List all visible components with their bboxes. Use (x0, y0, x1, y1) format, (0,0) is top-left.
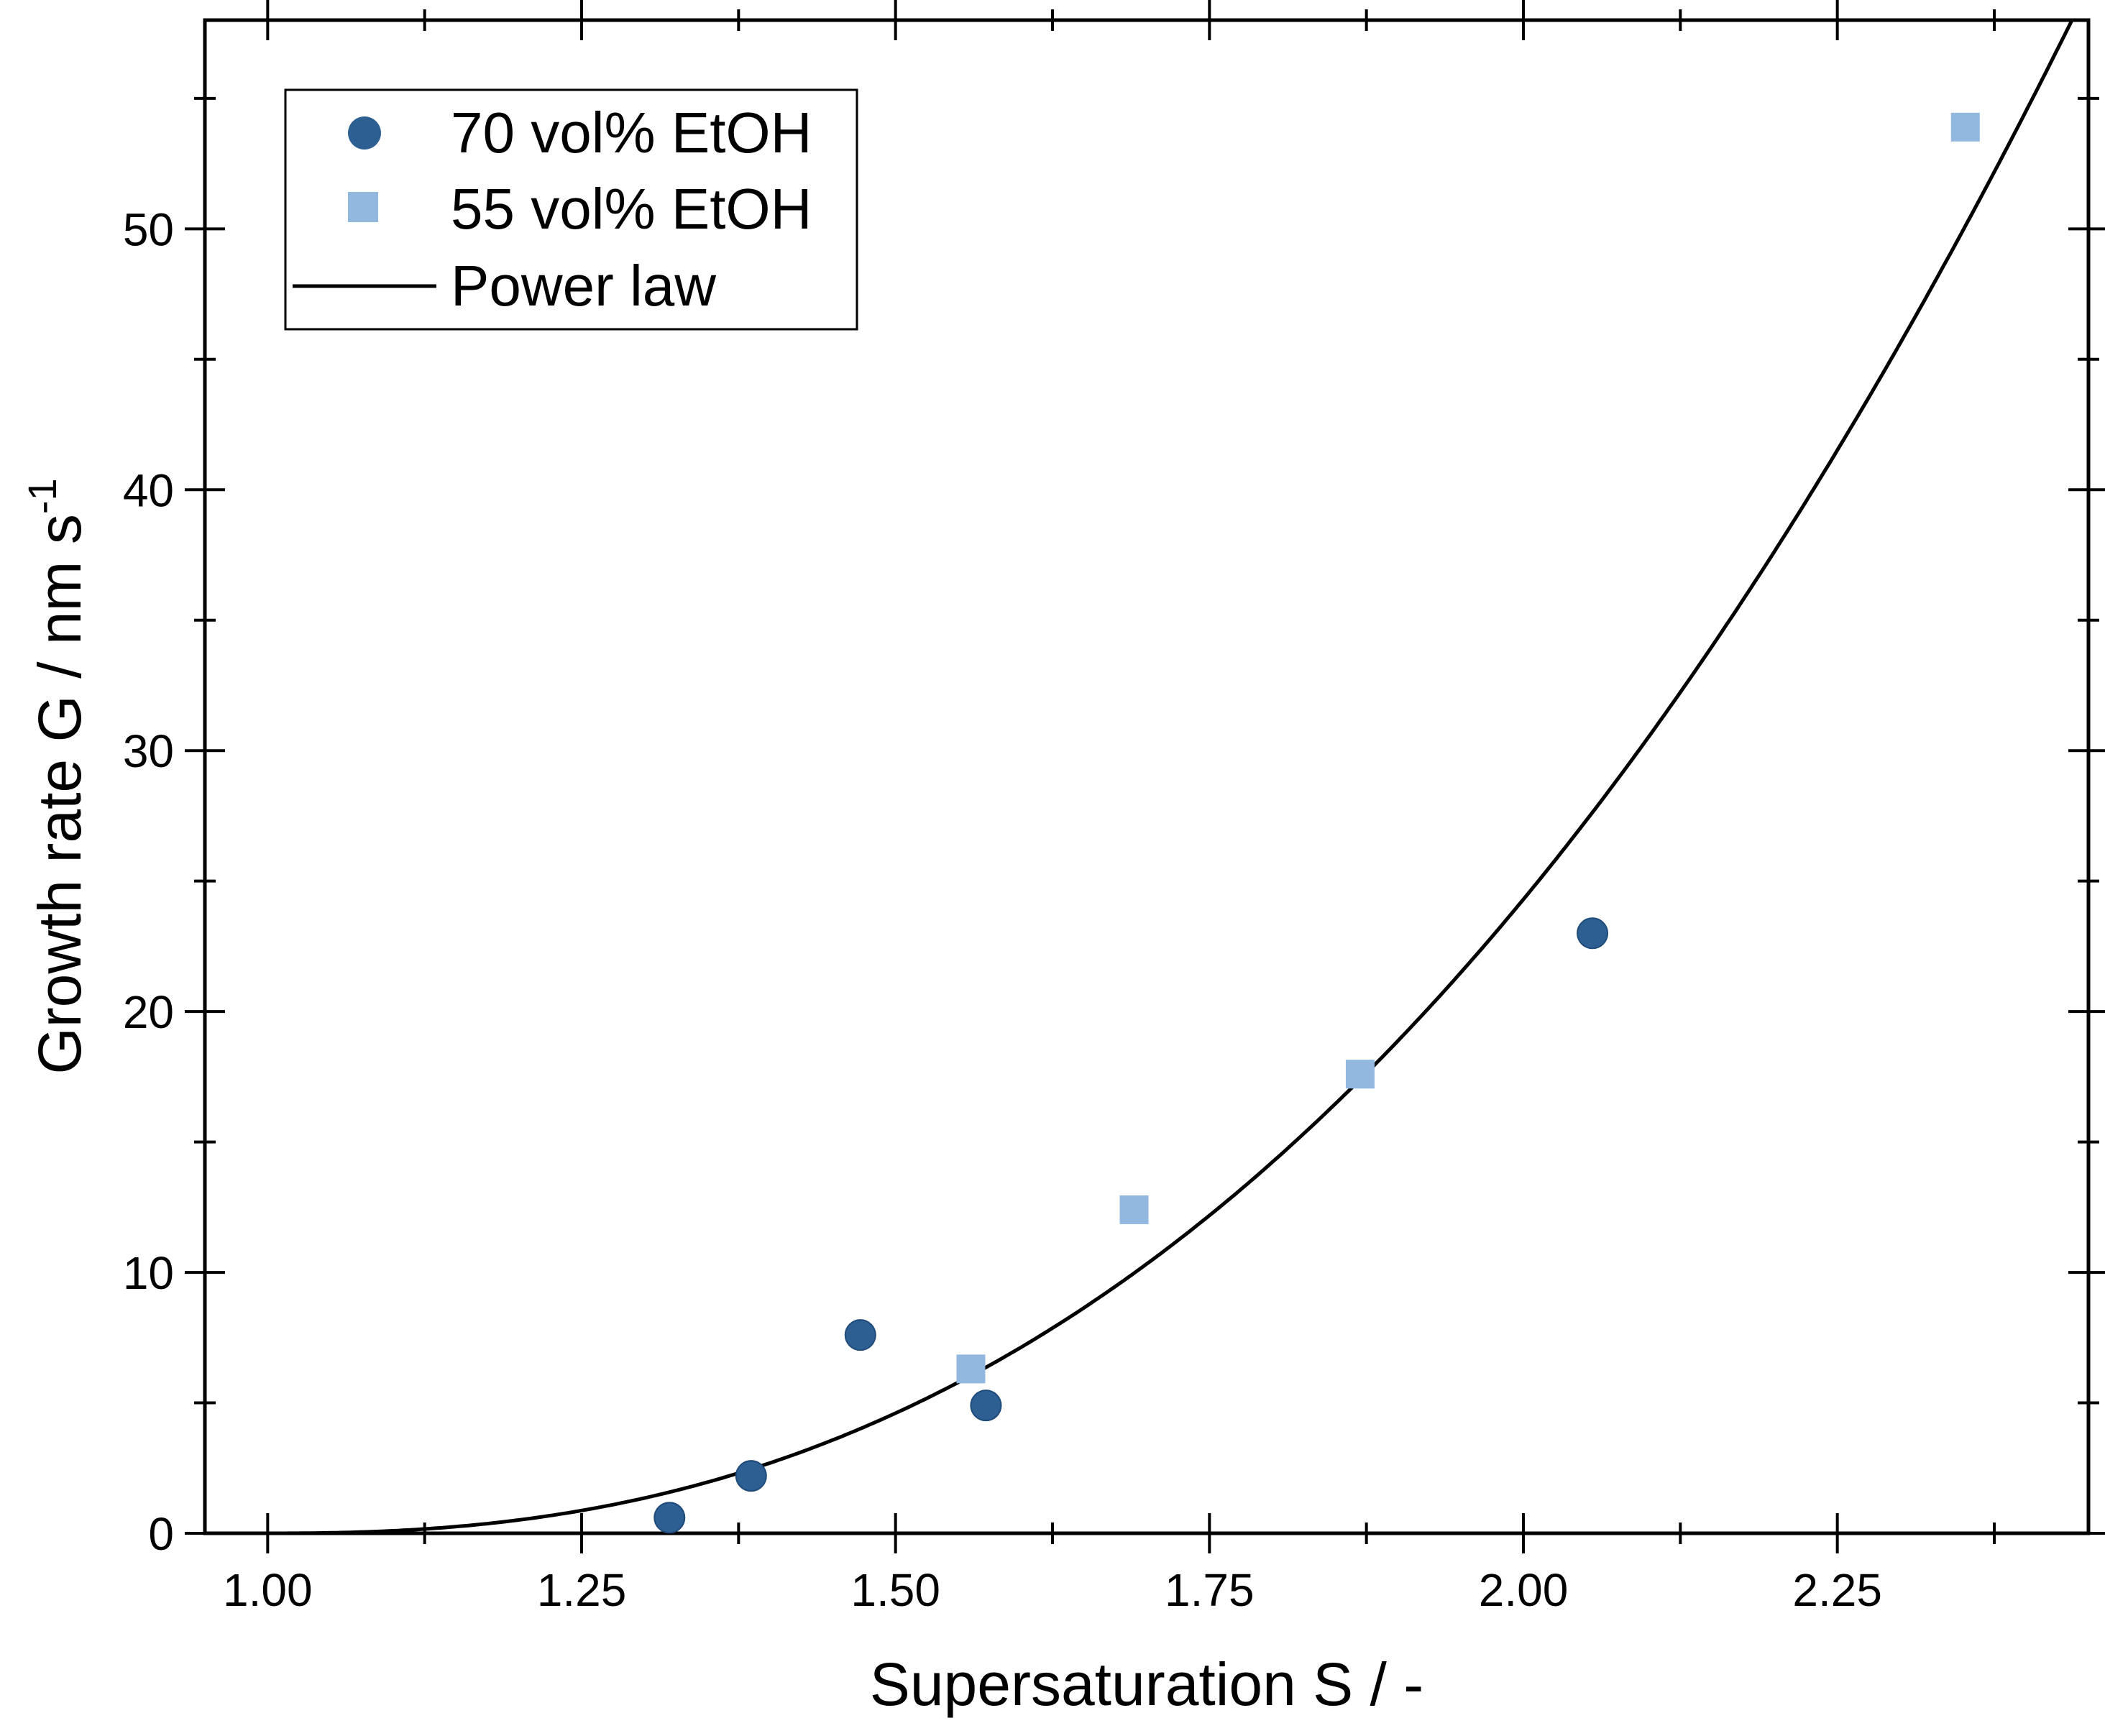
point-70-vol-etoh (844, 1319, 876, 1351)
y-axis-title-main: Growth rate G / nm s (26, 514, 93, 1075)
legend-label-power-law: Power law (451, 254, 716, 318)
y-tick-label: 30 (123, 725, 174, 777)
legend-marker-70-vol-etoh (348, 116, 381, 150)
x-tick-label: 1.00 (223, 1564, 313, 1616)
point-70-vol-etoh (653, 1502, 686, 1534)
x-tick-labels: 1.00 1.25 1.50 1.75 2.00 2.25 (223, 1564, 1882, 1616)
data-points (653, 112, 1980, 1534)
x-axis-title: Supersaturation S / - (870, 1650, 1423, 1718)
point-70-vol-etoh (970, 1390, 1002, 1422)
point-55-vol-etoh (1950, 112, 1980, 142)
legend-label-70-vol-etoh: 70 vol% EtOH (451, 101, 812, 165)
point-55-vol-etoh (956, 1354, 986, 1384)
x-tick-label: 1.25 (537, 1564, 627, 1616)
y-tick-label: 50 (123, 203, 174, 255)
x-tick-label: 2.00 (1479, 1564, 1569, 1616)
legend: 70 vol% EtOH 55 vol% EtOH Power law (284, 88, 858, 331)
y-tick-labels: 0 10 20 30 40 50 (123, 203, 174, 1560)
axis-ticks (185, 0, 2105, 1553)
point-70-vol-etoh (1577, 917, 1609, 950)
y-tick-label: 20 (123, 986, 174, 1038)
y-tick-label: 40 (123, 464, 174, 516)
legend-marker-55-vol-etoh (348, 192, 378, 222)
x-tick-label: 2.25 (1792, 1564, 1882, 1616)
y-tick-label: 10 (123, 1247, 174, 1299)
y-axis-title: Growth rate G / nm s-1 (19, 478, 93, 1074)
plot-frame (203, 18, 2091, 1535)
point-70-vol-etoh (735, 1460, 767, 1492)
point-55-vol-etoh (1119, 1195, 1149, 1224)
power-law-fit-line (205, 20, 2074, 1533)
x-tick-label: 1.50 (850, 1564, 940, 1616)
y-axis-title-superscript: -1 (19, 478, 65, 514)
legend-label-55-vol-etoh: 55 vol% EtOH (451, 177, 812, 241)
y-tick-label: 0 (148, 1508, 174, 1560)
point-55-vol-etoh (1345, 1060, 1375, 1089)
x-tick-label: 1.75 (1165, 1564, 1255, 1616)
